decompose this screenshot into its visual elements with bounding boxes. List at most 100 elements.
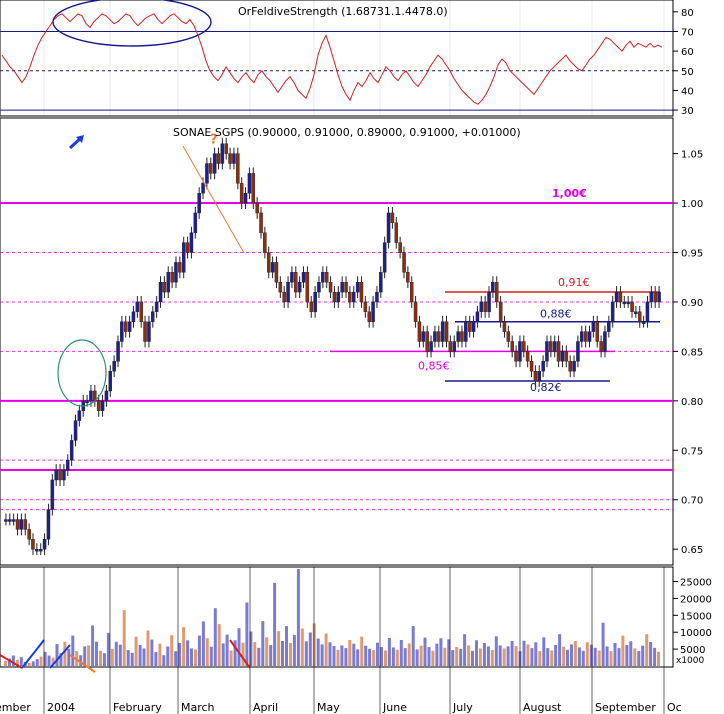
candle-body — [614, 291, 619, 303]
volume-bar — [395, 649, 399, 666]
volume-bar — [641, 645, 645, 666]
volume-bar — [229, 650, 233, 666]
candle-body — [556, 341, 561, 362]
candle-body — [27, 529, 31, 540]
volume-bar — [320, 644, 324, 666]
volume-bar — [387, 638, 391, 666]
volume-bar — [209, 646, 213, 666]
volume-bar — [637, 651, 641, 666]
candle-body — [108, 371, 112, 392]
volume-bar — [106, 632, 110, 666]
candle-body — [216, 153, 221, 164]
volume-bar — [110, 648, 114, 666]
candle-body — [475, 311, 480, 322]
volume-tick-label: 25000 — [680, 578, 712, 589]
candle-body — [390, 212, 395, 223]
volume-bar — [253, 642, 257, 666]
volume-bar — [31, 661, 35, 666]
volume-bar — [67, 648, 71, 666]
volume-bar — [478, 648, 482, 666]
candle-body — [131, 311, 136, 322]
month-label: July — [452, 701, 473, 714]
candle-body — [4, 519, 8, 522]
candle-body — [514, 351, 518, 362]
volume-bar — [205, 638, 209, 666]
volume-bar — [15, 659, 19, 666]
volume-bar — [194, 649, 197, 666]
volume-bar — [439, 638, 443, 666]
volume-bar — [233, 640, 237, 666]
volume-bar — [122, 610, 126, 666]
volume-bar — [526, 644, 530, 666]
rsi-tick-label: 50 — [681, 67, 694, 78]
volume-bar — [83, 646, 87, 666]
candle-body — [622, 301, 627, 305]
volume-bar — [657, 651, 660, 666]
volume-bar — [423, 637, 427, 666]
volume-bar — [510, 641, 514, 666]
candle-body — [116, 341, 120, 362]
candle-body — [610, 301, 615, 322]
volume-bar — [19, 657, 23, 666]
candle-body — [197, 192, 201, 214]
candle-body — [506, 331, 511, 342]
candle-body — [85, 400, 89, 403]
month-label: June — [382, 701, 407, 714]
candle-body — [587, 331, 592, 342]
price-title: SONAE SGPS (0.90000, 0.91000, 0.89000, 0… — [173, 126, 521, 139]
candle-body — [69, 440, 74, 461]
volume-bar — [138, 645, 142, 666]
candle-body — [429, 341, 433, 352]
volume-bar — [403, 648, 407, 666]
candle-body — [112, 361, 116, 372]
rsi-tick-label: 60 — [681, 47, 694, 58]
candle-body — [321, 272, 325, 283]
candle-body — [359, 282, 364, 303]
candle-body — [208, 163, 213, 174]
candle-body — [491, 282, 495, 293]
volume-bar — [467, 645, 471, 666]
volume-bar — [273, 582, 277, 666]
candle-body — [143, 321, 147, 342]
volume-bar — [35, 659, 39, 666]
volume-bar — [498, 645, 502, 666]
volume-bar — [328, 642, 332, 666]
candle-body — [626, 301, 630, 305]
candle-body — [336, 291, 341, 303]
volume-bar — [435, 643, 439, 666]
candle-body — [382, 242, 387, 273]
candle-body — [19, 519, 24, 530]
rsi-header: OrFeldiveStrength (1.68731.1.4478.0) — [238, 5, 448, 18]
price-tick-label: 0.80 — [681, 397, 703, 408]
price-layer: 0,91€ 0,88€ 0,85€ 0,82€? 1,00€ — [0, 133, 673, 556]
volume-bar — [102, 653, 106, 666]
volume-bar — [217, 624, 221, 666]
volume-bar — [554, 645, 558, 666]
candle-body — [317, 282, 321, 293]
candle-body — [154, 301, 159, 312]
volume-bar — [150, 639, 154, 666]
volume-trend-stroke — [229, 639, 251, 669]
volume-bar — [443, 647, 447, 666]
volume-bar — [261, 621, 265, 666]
candle-body — [487, 291, 491, 313]
volume-bar — [376, 642, 379, 666]
volume-bar — [360, 636, 364, 666]
month-label: 2004 — [47, 701, 75, 714]
candle-body — [236, 153, 240, 184]
month-label: August — [523, 701, 562, 714]
volume-bar — [99, 650, 102, 666]
candle-body — [440, 321, 445, 342]
candle-body — [46, 509, 51, 540]
rsi-tick-label: 70 — [681, 27, 694, 38]
volume-bar — [154, 652, 158, 666]
candle-body — [471, 321, 476, 332]
volume-bar — [368, 648, 372, 666]
rsi-highlight-ellipse — [52, 0, 212, 47]
price-tick-label: 0.90 — [681, 298, 703, 309]
candle-body — [11, 519, 16, 522]
volume-bar — [257, 647, 261, 666]
price-tick-label: 0.70 — [681, 496, 703, 507]
volume-bar — [550, 650, 554, 666]
